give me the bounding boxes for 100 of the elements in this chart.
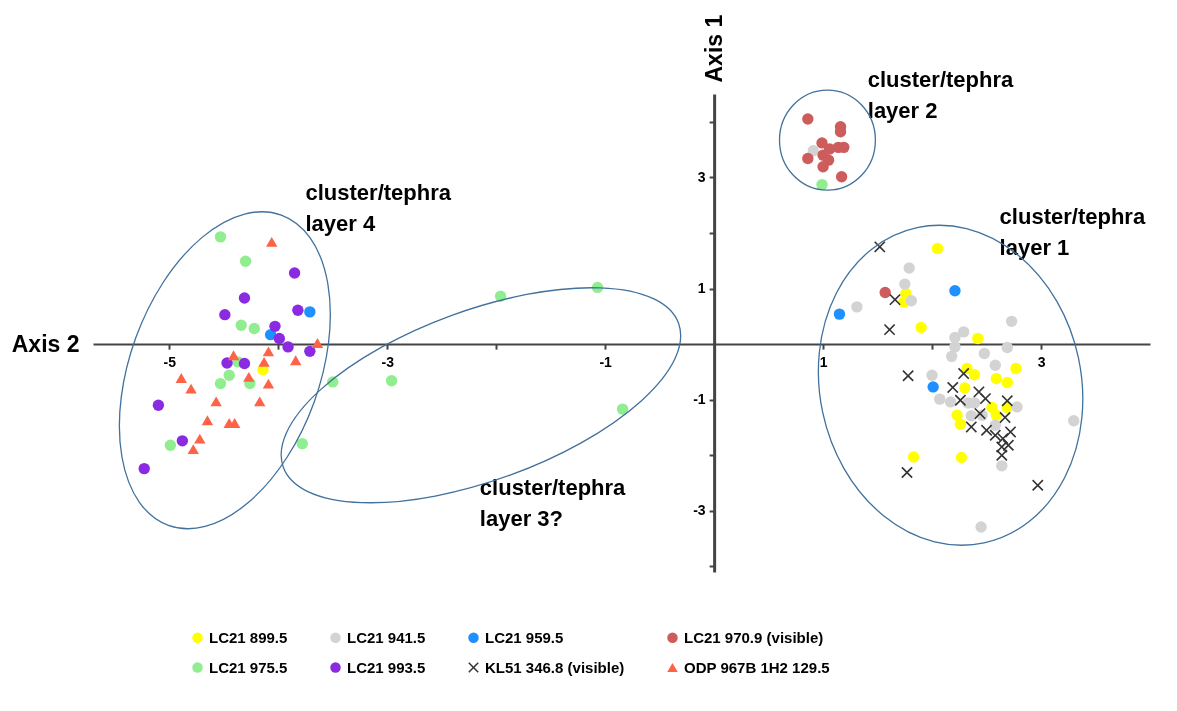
point <box>248 322 260 335</box>
point <box>221 357 233 369</box>
point <box>968 369 981 381</box>
point <box>959 382 971 394</box>
point <box>1011 401 1023 413</box>
point <box>254 396 266 407</box>
point <box>990 372 1003 385</box>
point <box>990 409 1003 421</box>
point <box>915 321 927 334</box>
point <box>996 460 1008 472</box>
point <box>238 357 251 370</box>
point <box>219 308 231 321</box>
point <box>616 403 629 415</box>
point <box>979 392 992 405</box>
point <box>957 367 970 380</box>
y-axis-title: Axis 1 <box>700 14 727 83</box>
point <box>996 449 1008 461</box>
point <box>989 429 1001 441</box>
point <box>833 308 846 320</box>
point <box>304 345 316 358</box>
point <box>899 278 911 290</box>
point <box>954 418 967 430</box>
point <box>185 383 197 394</box>
point <box>944 396 957 408</box>
annotation: cluster/tephra layer 2 <box>867 67 1015 124</box>
point <box>238 292 251 304</box>
legend-label: ODP 967B 1H2 129.5 <box>684 658 830 676</box>
x-tick-label: -3 <box>381 353 395 370</box>
legend-label: LC21 899.5 <box>209 628 288 646</box>
point <box>175 373 187 383</box>
point <box>802 152 814 165</box>
point <box>883 323 896 336</box>
annotation: cluster/tephra layer 3? <box>479 475 627 532</box>
x-tick-label: -1 <box>599 353 613 370</box>
point <box>262 346 275 357</box>
point <box>1068 415 1080 427</box>
point <box>927 381 939 393</box>
legend-label: LC21 941.5 <box>347 628 426 646</box>
point <box>1032 479 1044 491</box>
point <box>214 377 227 390</box>
point <box>817 161 829 173</box>
point <box>282 341 294 353</box>
point <box>152 399 165 411</box>
point <box>933 393 946 405</box>
point <box>1005 315 1018 328</box>
point <box>289 355 302 366</box>
y-tick-label: -1 <box>693 391 706 408</box>
point <box>304 306 316 318</box>
point <box>903 262 915 274</box>
y-tick-label: -3 <box>693 502 706 519</box>
point <box>816 137 828 149</box>
point <box>975 521 987 533</box>
point <box>926 369 938 381</box>
point <box>194 433 206 444</box>
point <box>949 341 961 353</box>
legend-label: LC21 970.9 (visible) <box>684 628 824 646</box>
point <box>239 255 252 267</box>
legend-label: LC21 993.5 <box>347 658 426 676</box>
y-tick-label: 1 <box>697 280 706 297</box>
point <box>955 451 968 464</box>
point <box>989 419 1001 431</box>
point <box>258 356 270 367</box>
point <box>311 338 324 348</box>
point <box>262 378 275 389</box>
point <box>235 319 247 331</box>
point <box>273 332 286 345</box>
point <box>1010 362 1022 375</box>
point <box>227 350 240 361</box>
point <box>1001 376 1013 389</box>
point <box>972 332 984 345</box>
point <box>1001 341 1013 354</box>
x-axis-title: Axis 2 <box>11 330 80 357</box>
point <box>902 370 914 382</box>
point <box>874 241 886 253</box>
point <box>957 326 970 338</box>
point <box>1001 395 1013 407</box>
point <box>949 285 961 297</box>
point <box>292 304 304 316</box>
point <box>802 113 814 125</box>
legend-label: LC21 975.5 <box>209 658 288 676</box>
point <box>835 171 848 183</box>
point <box>266 236 278 247</box>
legend-label: LC21 959.5 <box>485 628 564 646</box>
point <box>201 415 214 426</box>
point <box>296 437 308 450</box>
x-tick-label: 1 <box>819 353 828 370</box>
point <box>164 439 177 451</box>
y-tick-label: 3 <box>697 168 706 185</box>
point <box>945 350 958 363</box>
point <box>223 369 235 381</box>
point <box>176 435 189 447</box>
point <box>269 320 281 333</box>
point <box>187 444 199 455</box>
legend-label: KL51 346.8 (visible) <box>485 658 625 676</box>
point <box>288 267 301 279</box>
annotation: cluster/tephra layer 4 <box>305 179 452 236</box>
point <box>879 286 891 299</box>
point <box>905 295 918 307</box>
point <box>851 301 863 313</box>
x-tick-label: 3 <box>1037 353 1046 370</box>
